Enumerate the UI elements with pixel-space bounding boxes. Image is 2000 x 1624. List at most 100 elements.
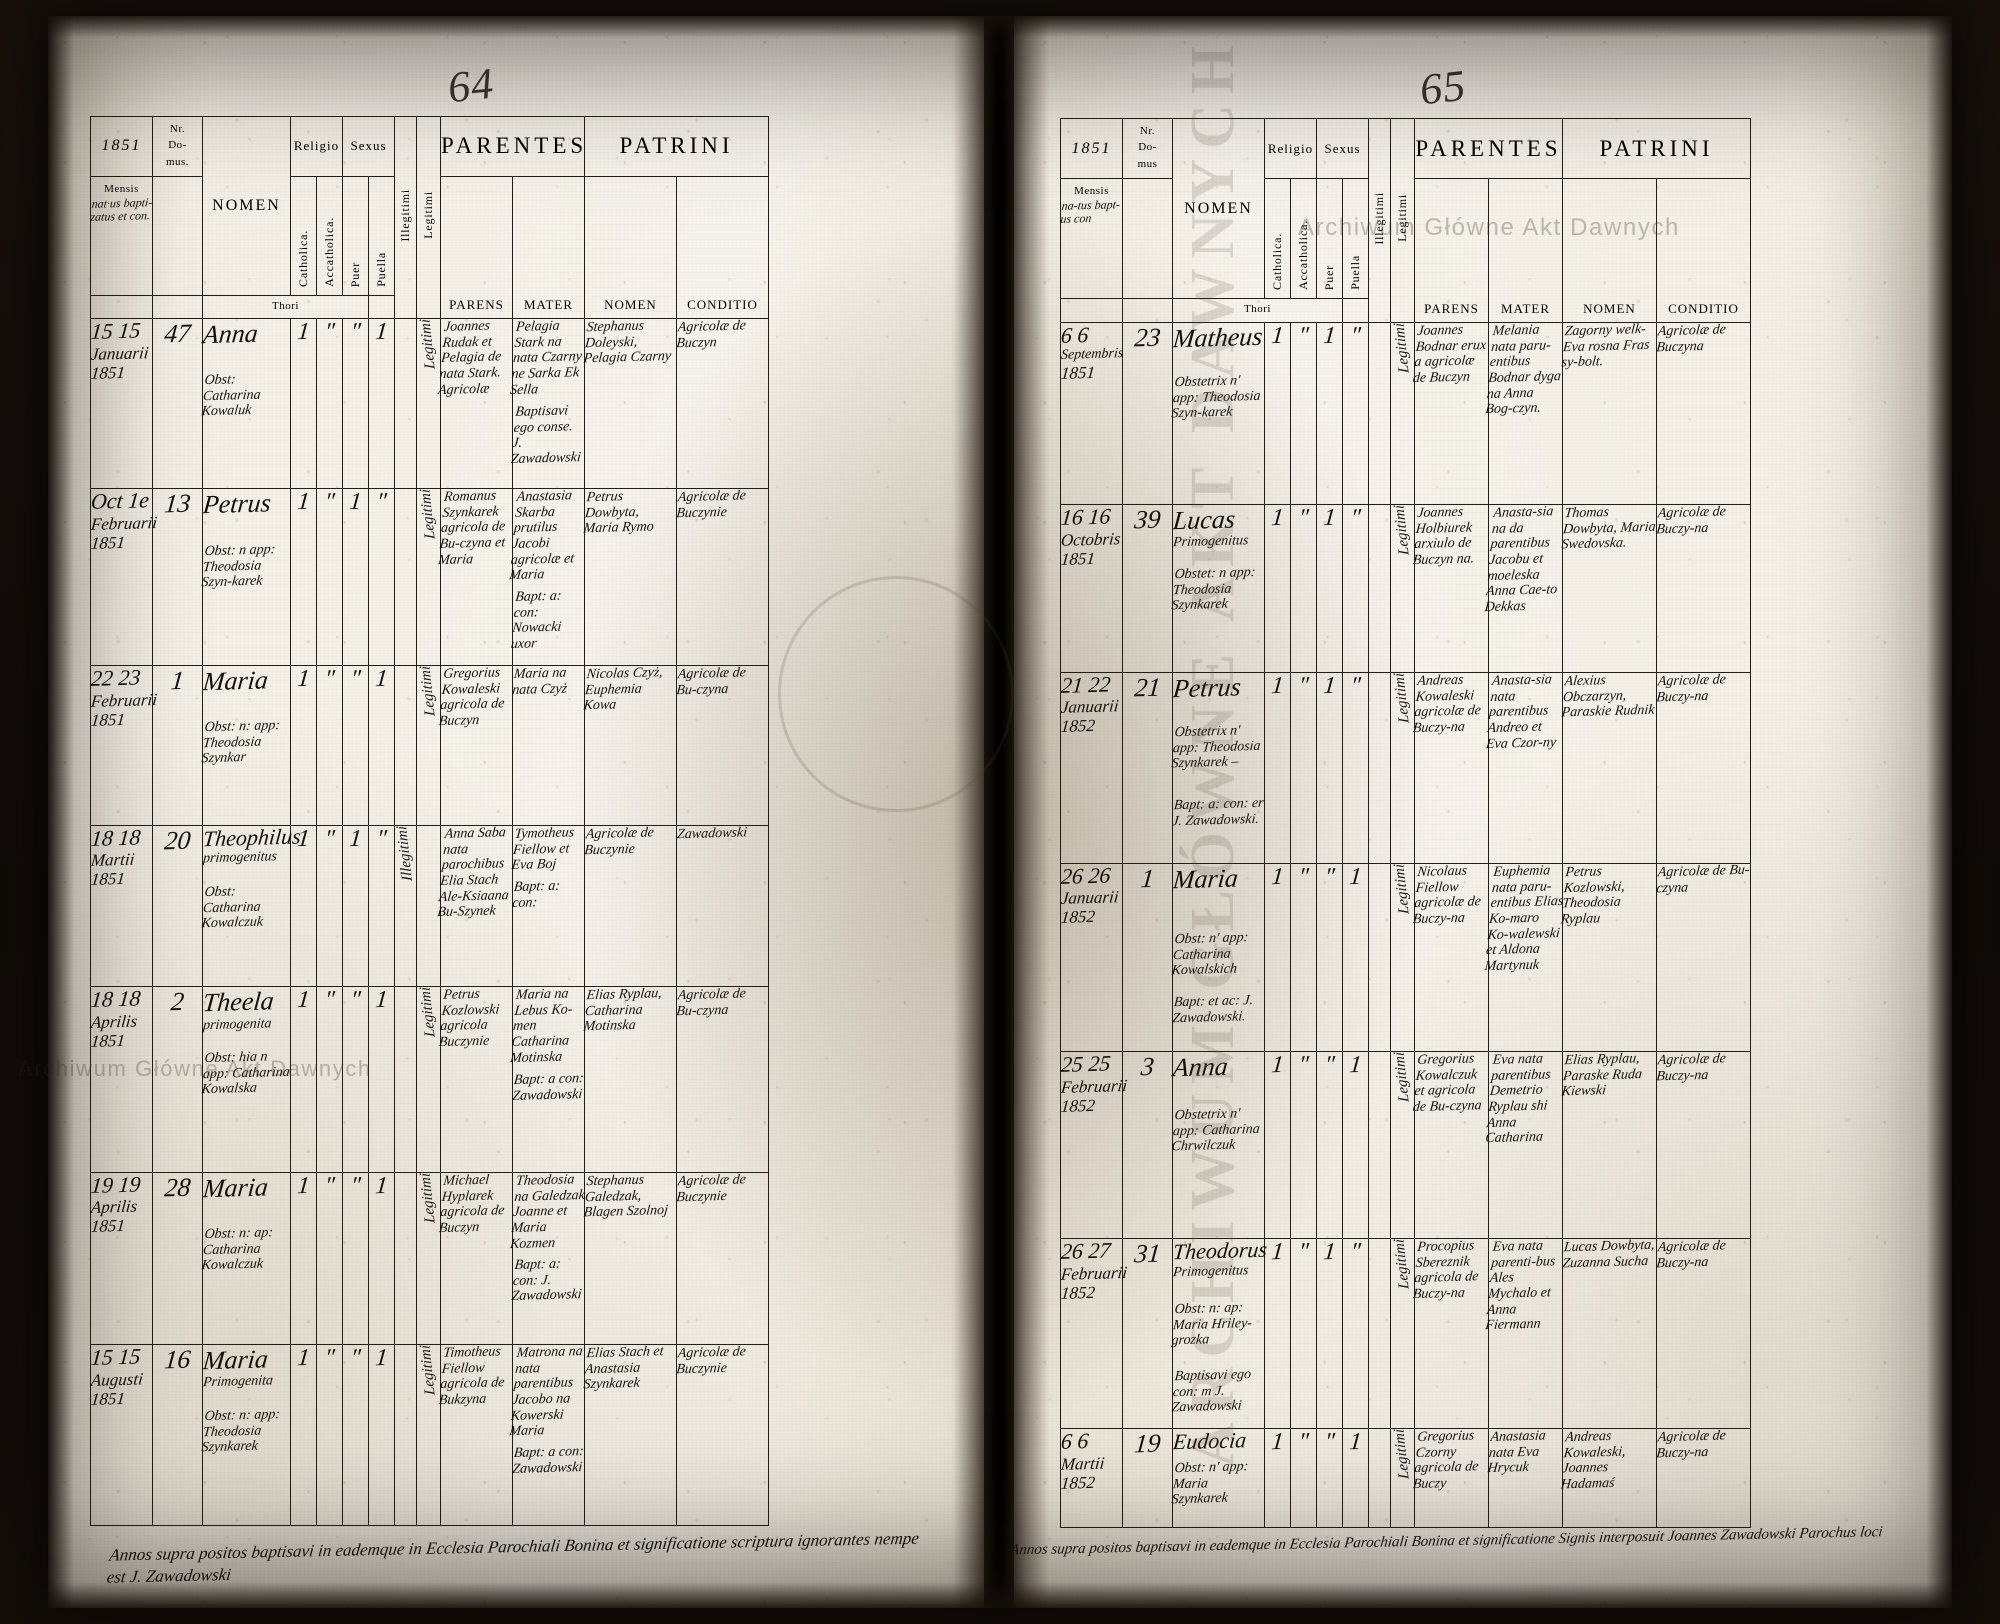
conditio-cell: Agricolæ de Buczy-na	[1656, 1428, 1751, 1528]
row-name: Lucas	[1171, 504, 1237, 536]
catholica-cell: 1	[290, 318, 317, 490]
patrini-nomen-cell: Agricolæ de Buczynie	[584, 824, 677, 988]
row-dates: 15 15	[89, 317, 142, 345]
thori-header: Thori	[202, 294, 369, 320]
row-nr: 20	[163, 825, 192, 856]
religio-header-label: Religio	[1267, 140, 1314, 156]
row-name-sub: primogenitus	[202, 849, 278, 867]
patrini-nomen-value: Alexius Obczarzyn, Paraskie Rudnik	[1560, 672, 1656, 721]
table-row[interactable]: 26 26 Januarii 1852 1 Maria Obst: n' app…	[1060, 862, 1751, 1053]
table-row[interactable]: 22 23 Februarii 1851 1 Maria Obst: n: ap…	[90, 665, 769, 826]
date-cell: Oct 1e Februarii 1851	[90, 488, 158, 667]
table-row[interactable]: Oct 1e Februarii 1851 13 Petrus Obst: n …	[90, 488, 769, 667]
table-row[interactable]: 16 16 Octobris 1851 39 Lucas Primogenitu…	[1060, 504, 1751, 673]
thori-value: Illegitimi	[394, 825, 416, 881]
row-name: Maria	[201, 1171, 270, 1203]
mater-cell: Pelagia Stark na nata Czarny ne Sarka Ek…	[509, 318, 585, 490]
table-row[interactable]: 15 15 Januarii 1851 47 Anna Obst: Cathar…	[89, 317, 769, 490]
accatholica-cell: "	[316, 488, 343, 667]
illegitimi-cell	[1368, 321, 1391, 506]
puer-cell: "	[342, 986, 369, 1173]
accatholica-cell: "	[1290, 1051, 1317, 1239]
row-subnote: Obstetrix n' app: Theodosia Szyn-karek	[1170, 373, 1262, 422]
illegitimi-cell	[1368, 504, 1391, 673]
conditio-header-label: CONDITIO	[1668, 300, 1739, 316]
puella-value: "	[1349, 1238, 1362, 1266]
accatholica-cell: "	[316, 665, 343, 826]
catholica-value: 1	[1270, 863, 1285, 890]
row-month: Martii	[1060, 1453, 1106, 1474]
puer-cell: "	[342, 1171, 369, 1346]
thori-label: Thori	[272, 299, 299, 312]
patrini-nomen-value: Elias Stach et Anastasia Szynkarek	[582, 1344, 665, 1393]
date-cell: 15 15 Januarii 1851	[89, 317, 153, 490]
row-dates: 18 18	[89, 985, 142, 1013]
mater-cell: Anastasia Skarba prutilus Jacobi agricol…	[509, 488, 585, 667]
puer-value: 1	[1322, 1238, 1337, 1266]
thori-value: Legitimi	[417, 666, 439, 717]
row-nr: 2	[169, 987, 186, 1017]
nomen-header: NOMEN	[202, 116, 291, 296]
mater-cell: Eva nata parentibus Demetrio Ryplau shi …	[1485, 1051, 1563, 1239]
accatholica-cell: "	[316, 1171, 343, 1346]
bottom-page-edge	[48, 1582, 1952, 1608]
row-name: Petrus	[1171, 671, 1243, 703]
illegitimi-header: Illegitimi	[394, 115, 417, 320]
row-year: 1851	[90, 709, 126, 730]
conditio-value: Agricolæ de Buczy-na	[1655, 1238, 1727, 1272]
row-nr: 31	[1133, 1238, 1162, 1269]
table-row[interactable]: 18 18 Martii 1851 20 Theophilus primogen…	[90, 823, 769, 988]
legitimi-cell	[416, 824, 441, 988]
table-row[interactable]: 21 22 Januarii 1852 21 Petrus Obstetrix …	[1060, 671, 1751, 864]
accatholica-cell: "	[1290, 321, 1317, 506]
table-row[interactable]: 25 25 Februarii 1852 3 Anna Obstetrix n'…	[1060, 1051, 1751, 1239]
puer-value: 1	[348, 489, 363, 516]
conditio-value: Agricolæ de Buczynie	[675, 488, 747, 522]
mater-header: MATER	[1488, 178, 1563, 323]
nr-domus-l2: Do-	[168, 139, 187, 152]
parens-cell: Joannes Rudak et Pelagia de nata Stark. …	[437, 318, 513, 490]
mater-value: Melania nata paru-entibus Bodnar dyga na…	[1484, 322, 1562, 418]
row-subnote: Obst: n: ap: Maria Hriley-grozka	[1170, 1300, 1253, 1349]
table-row[interactable]: 15 15 Augusti 1851 16 Maria Primogenita …	[90, 1343, 769, 1526]
illegitimi-label: Illegitimi	[1372, 191, 1386, 245]
thori-value: Legitimi	[417, 987, 439, 1038]
nr-domus-blank	[152, 175, 203, 296]
accatholica-value: "	[323, 1344, 336, 1372]
parens-header: PARENS	[1414, 178, 1489, 323]
thori-value: Legitimi	[1391, 322, 1413, 373]
parens-cell: Timotheus Fiellow agricola de Bukzyna	[438, 1344, 513, 1526]
catholica-label: Catholica.	[296, 229, 310, 287]
catholica-value: 1	[1270, 504, 1285, 532]
header-row-2: Mensis nat·us bapti-zatus et con. Cathol…	[90, 175, 769, 320]
patrini-nomen-cell: Thomas Dowbyta, Maria Swedovska.	[1561, 504, 1657, 673]
puella-cell: "	[368, 488, 395, 667]
header-row-1: 1851 Nr. Do- mus. NOMEN Religio Sexus	[90, 115, 769, 320]
table-row[interactable]: 18 18 Aprilis 1851 2 Theela primogenita …	[89, 985, 769, 1173]
table-row[interactable]: 6 6 Septembris 1851 23 Matheus Obstetrix…	[1060, 321, 1751, 506]
nr-cell: 39	[1122, 504, 1173, 673]
puer-cell: "	[342, 318, 369, 490]
thori-value: Legitimi	[417, 319, 439, 370]
table-row[interactable]: 26 27 Februarii 1852 31 Theodorus Primog…	[1060, 1237, 1751, 1430]
row-subnote-2: Baptisavi ego con: m J. Zawadowski	[1170, 1367, 1252, 1416]
illegitimi-cell: Illegitimi	[394, 824, 417, 988]
parens-cell: Joannes Holbiurek arxiulo de Buczyn na.	[1412, 504, 1489, 673]
mater-cell: Eva nata parenti-bus Ales Mychalo et Ann…	[1485, 1237, 1563, 1430]
mater-value: Theodosia na Galedzak Joanne et Maria Ko…	[509, 1171, 586, 1252]
conditio-header-label: CONDITIO	[687, 297, 758, 313]
accatholica-cell: "	[1290, 1237, 1317, 1430]
row-subnote: Obst: Catharina Kowalczuk	[200, 884, 264, 932]
patrini-nomen-value: Elias Ryplau, Catharina Motinska	[582, 986, 663, 1036]
conditio-value: Agricolæ de Buczy-na	[1655, 504, 1727, 538]
parens-value: Gregorius Czorny agricola de Buczy	[1412, 1428, 1480, 1493]
left-page: 64 1851 Nr. Do- mus.	[48, 16, 1000, 1608]
table-row[interactable]: 19 19 Aprilis 1851 28 Maria Obst: n: ap:…	[90, 1171, 769, 1346]
row-name: Anna	[1171, 1052, 1230, 1083]
accatholica-header: Accatholica.	[1290, 178, 1317, 300]
row-subnote: Obst: n' app: Maria Szynkarek	[1170, 1458, 1249, 1508]
table-row[interactable]: 6 6 Martii 1852 19 Eudocia Obst: n' app:…	[1060, 1427, 1751, 1528]
row-month: Februarii	[90, 689, 158, 711]
mater-cell: Maria na Lebus Ko-men Catharina Motinska…	[509, 986, 585, 1173]
mater-value: Tymotheus Fiellow et Eva Boj	[510, 824, 575, 874]
